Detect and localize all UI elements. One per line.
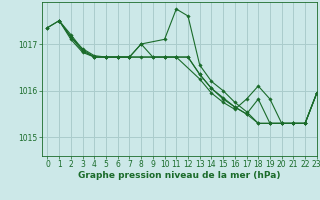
X-axis label: Graphe pression niveau de la mer (hPa): Graphe pression niveau de la mer (hPa) — [78, 171, 280, 180]
